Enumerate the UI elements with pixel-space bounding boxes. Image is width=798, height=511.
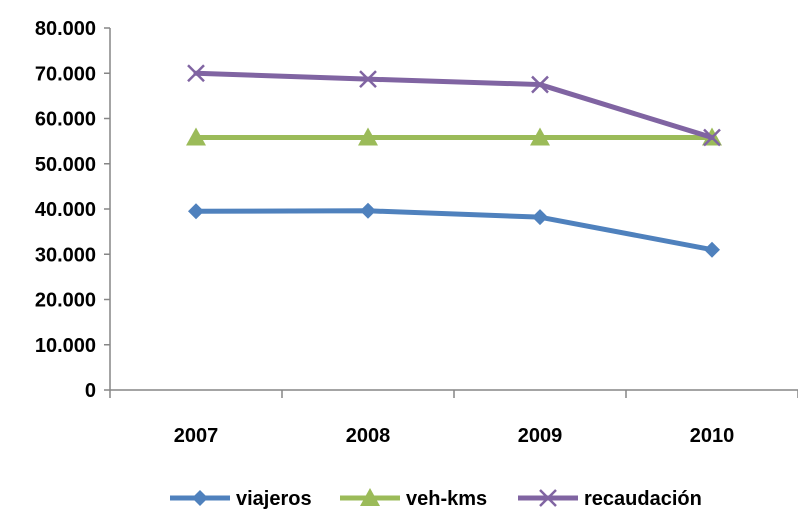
- data-point: [188, 203, 204, 220]
- y-tick-label: 10.000: [35, 335, 96, 357]
- series-layer: [186, 64, 722, 258]
- legend-item: recaudación: [518, 488, 702, 510]
- y-tick-label: 70.000: [35, 63, 96, 85]
- x-tick-label: 2010: [690, 425, 735, 447]
- y-tick-label: 20.000: [35, 290, 96, 312]
- y-tick-label: 60.000: [35, 109, 96, 131]
- data-point: [704, 241, 720, 258]
- y-tick-label: 40.000: [35, 199, 96, 221]
- x-axis-ticks: 2007 2008 2009 2010: [109, 390, 798, 447]
- legend-label: veh-kms: [406, 488, 487, 510]
- legend-marker: [192, 490, 208, 506]
- y-tick-label: 80.000: [35, 18, 96, 40]
- legend-marker: [539, 489, 557, 507]
- legend-item: veh-kms: [340, 488, 487, 510]
- series-veh-kms: [186, 127, 722, 146]
- data-point: [187, 64, 205, 83]
- x-tick-label: 2007: [174, 425, 219, 447]
- legend: viajeros veh-kms recaudación: [170, 488, 702, 510]
- y-axis-ticks: 0 10.000 20.000 30.000 40.000 50.000 60.000 70.…: [35, 18, 110, 402]
- series-recaudacion: [187, 64, 721, 147]
- data-point: [532, 209, 548, 226]
- data-point: [531, 75, 549, 94]
- legend-marker: [360, 488, 380, 506]
- y-tick-label: 0: [85, 380, 96, 402]
- x-tick-label: 2008: [346, 425, 391, 447]
- series-line: [193, 70, 715, 141]
- series-viajeros: [188, 202, 720, 258]
- x-tick-label: 2009: [518, 425, 563, 447]
- data-point: [359, 70, 377, 89]
- data-point: [186, 127, 206, 146]
- data-point: [358, 127, 378, 146]
- data-point: [703, 128, 721, 147]
- legend-label: recaudación: [584, 488, 702, 510]
- legend-label: viajeros: [236, 488, 312, 510]
- y-tick-label: 30.000: [35, 244, 96, 266]
- data-point: [530, 127, 550, 146]
- legend-item: viajeros: [170, 488, 312, 510]
- y-tick-label: 50.000: [35, 154, 96, 176]
- series-line: [193, 208, 715, 253]
- data-point: [360, 202, 376, 219]
